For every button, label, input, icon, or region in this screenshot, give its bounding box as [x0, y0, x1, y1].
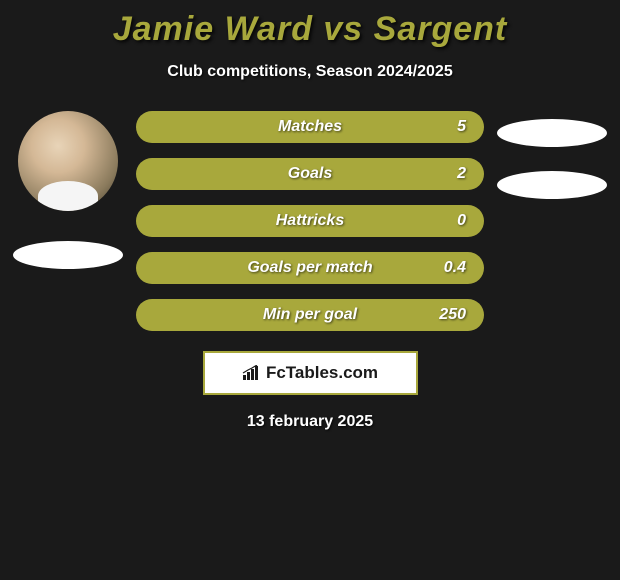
- stat-row-goals: Goals 2: [136, 158, 484, 190]
- stat-row-min-per-goal: Min per goal 250: [136, 299, 484, 331]
- comparison-widget: Jamie Ward vs Sargent Club competitions,…: [0, 0, 620, 441]
- player-right-pill-1: [497, 119, 607, 147]
- stat-label: Hattricks: [276, 212, 344, 230]
- stat-value-right: 0.4: [444, 259, 466, 277]
- brand-text: FcTables.com: [266, 363, 378, 383]
- stat-label: Goals: [288, 165, 332, 183]
- date-text: 13 february 2025: [0, 413, 620, 431]
- stat-value-right: 2: [457, 165, 466, 183]
- stat-label: Min per goal: [263, 306, 357, 324]
- chart-icon: [242, 365, 262, 381]
- page-title: Jamie Ward vs Sargent: [0, 10, 620, 49]
- stat-row-goals-per-match: Goals per match 0.4: [136, 252, 484, 284]
- player-left-column: [8, 111, 128, 269]
- stat-value-right: 5: [457, 118, 466, 136]
- stat-row-matches: Matches 5: [136, 111, 484, 143]
- player-right-column: [492, 111, 612, 199]
- stat-value-right: 0: [457, 212, 466, 230]
- player-left-avatar: [18, 111, 118, 211]
- player-left-name-pill: [13, 241, 123, 269]
- brand-badge[interactable]: FcTables.com: [203, 351, 418, 395]
- stat-label: Goals per match: [247, 259, 372, 277]
- stat-value-right: 250: [439, 306, 466, 324]
- player-right-pill-2: [497, 171, 607, 199]
- stat-label: Matches: [278, 118, 342, 136]
- subtitle: Club competitions, Season 2024/2025: [0, 63, 620, 81]
- stats-list: Matches 5 Goals 2 Hattricks 0 Goals per …: [128, 111, 492, 331]
- comparison-area: Matches 5 Goals 2 Hattricks 0 Goals per …: [0, 111, 620, 331]
- stat-row-hattricks: Hattricks 0: [136, 205, 484, 237]
